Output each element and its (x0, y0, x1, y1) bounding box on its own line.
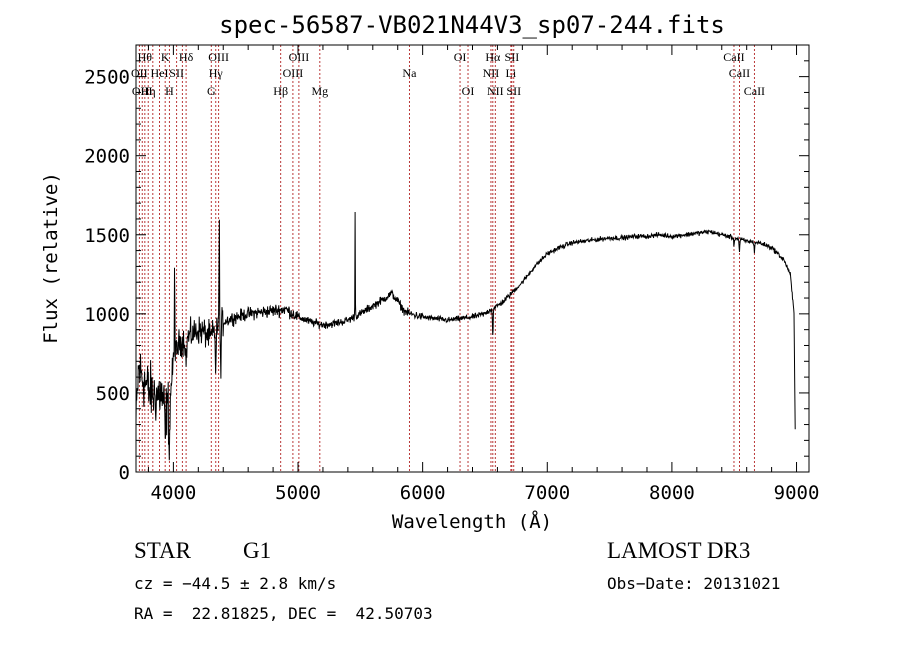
line-marker-label: Na (402, 66, 417, 80)
line-marker-label: Hα (485, 50, 501, 64)
y-tick-label: 500 (96, 383, 130, 405)
line-marker-label: NII (483, 66, 500, 80)
observation-date: Obs−Date: 20131021 (607, 574, 781, 593)
line-marker-label: OIII (208, 50, 229, 64)
line-marker-label: CaII (744, 84, 765, 98)
redshift-velocity: cz = −44.5 ± 2.8 km/s (134, 574, 337, 593)
line-marker-label: Li (506, 66, 517, 80)
line-marker-label: OII (131, 66, 148, 80)
line-marker-label: K (161, 50, 170, 64)
x-axis-ticks: 4000 5000 6000 7000 8000 9000 (147, 45, 820, 504)
line-marker-label: Hγ (209, 66, 224, 80)
spectrum-line (135, 211, 796, 461)
line-marker-label: Mg (311, 84, 328, 98)
spectrum-series (135, 211, 796, 461)
line-marker-label: NII (487, 84, 504, 98)
line-marker-label: Hθ (138, 50, 153, 64)
x-tick-label: 4000 (151, 482, 197, 504)
plot-frame (135, 44, 810, 473)
line-marker-label: G (207, 84, 216, 98)
y-tick-label: 2500 (84, 67, 130, 89)
x-axis-label: Wavelength (Å) (392, 510, 552, 533)
y-tick-label: 0 (119, 462, 130, 484)
object-subclass: G1 (243, 538, 272, 563)
line-marker-label: SII (169, 66, 184, 80)
x-tick-label: 6000 (400, 482, 446, 504)
x-tick-label: 7000 (524, 482, 570, 504)
line-marker-label: CaII (729, 66, 750, 80)
spectral-line-labels: OII OIII Hθ Hη HeI K H SII Hδ G Hγ OIII Hβ OIII OIII Mg… (131, 50, 765, 98)
line-marker-label: OI (462, 84, 475, 98)
x-tick-label: 9000 (774, 482, 820, 504)
y-tick-label: 1000 (84, 304, 130, 326)
line-marker-label: Hδ (179, 50, 194, 64)
chart-title: spec-56587-VB021N44V3_sp07-244.fits (219, 11, 725, 39)
line-marker-label: H (165, 84, 174, 98)
line-marker-label: HeI (151, 66, 169, 80)
line-marker-label: Hβ (273, 84, 288, 98)
line-marker-label: SII (506, 84, 521, 98)
y-tick-label: 1500 (84, 225, 130, 247)
x-tick-label: 8000 (649, 482, 695, 504)
spectral-line-markers (138, 45, 755, 472)
coordinates: RA = 22.81825, DEC = 42.50703 (134, 604, 433, 623)
line-marker-label: OI (454, 50, 467, 64)
y-axis-label: Flux (relative) (40, 172, 62, 344)
object-class: STAR (134, 538, 191, 563)
y-axis-ticks: 0 500 1000 1500 2000 2500 (84, 60, 809, 484)
y-tick-label: 2000 (84, 146, 130, 168)
line-marker-label: OIII (132, 84, 153, 98)
line-marker-label: OIII (283, 66, 304, 80)
line-marker-label: CaII (723, 50, 744, 64)
survey-name: LAMOST DR3 (607, 538, 751, 563)
line-marker-label: OIII (289, 50, 310, 64)
x-tick-label: 5000 (275, 482, 321, 504)
line-marker-label: SII (505, 50, 520, 64)
line-marker-label: Hη (141, 84, 156, 98)
